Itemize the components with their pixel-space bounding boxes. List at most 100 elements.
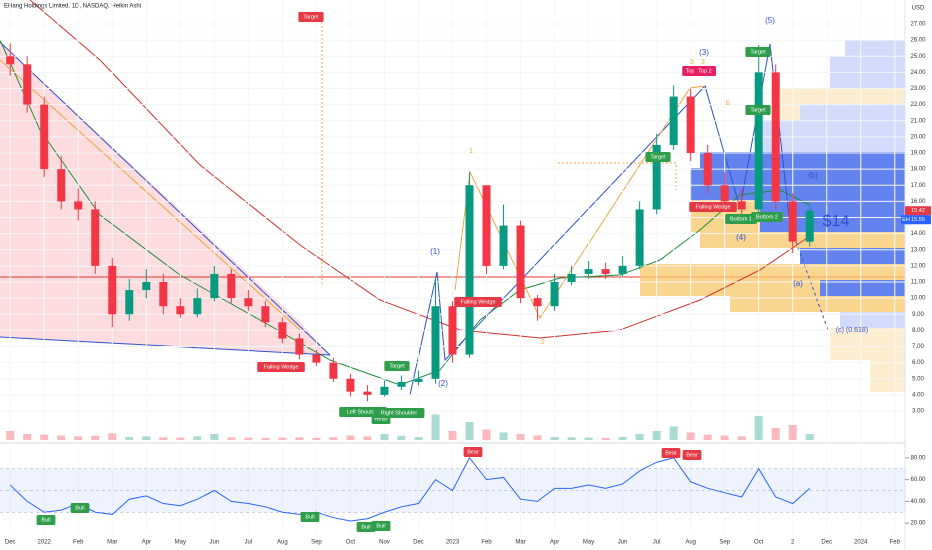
x-tick-label: Mar bbox=[107, 540, 117, 546]
annotation-label: Falling Wedge bbox=[460, 299, 495, 305]
annotation-badge bbox=[371, 521, 391, 531]
annotation-label: Top 2 bbox=[698, 68, 711, 74]
candle-body bbox=[567, 273, 576, 282]
annotation-badge bbox=[645, 152, 671, 162]
annotation-label: Falling Wedge bbox=[695, 204, 730, 210]
volume-bar bbox=[499, 432, 508, 440]
annotation-label: Right Shoulder bbox=[381, 410, 418, 416]
candle-body bbox=[703, 153, 712, 186]
candle-body bbox=[788, 201, 797, 242]
candle-body bbox=[176, 306, 185, 315]
candle-body bbox=[108, 265, 117, 315]
annotation-label: Head bbox=[374, 416, 387, 422]
volume-bar bbox=[57, 435, 66, 440]
y-tick-label: 7.00 bbox=[912, 344, 924, 350]
annotation-badge bbox=[36, 515, 56, 525]
candle-body bbox=[227, 273, 236, 299]
x-tick-label: Aug bbox=[685, 540, 696, 546]
y-tick-label: 4.00 bbox=[912, 392, 924, 398]
x-tick-label: May bbox=[175, 540, 186, 546]
elliott-wave-projection bbox=[789, 224, 829, 331]
x-tick-label: Apr bbox=[142, 540, 151, 546]
y-tick-label: 25.00 bbox=[910, 54, 926, 60]
y-tick-label: 24.00 bbox=[910, 70, 926, 76]
annotation-label: Bull bbox=[361, 524, 370, 530]
candle-body bbox=[635, 209, 644, 266]
volume-bar bbox=[720, 435, 729, 440]
candle-body bbox=[618, 265, 627, 274]
y-tick-label: 3.00 bbox=[912, 409, 924, 415]
volume-bar bbox=[312, 437, 321, 440]
candle-body bbox=[346, 378, 355, 392]
candle-body bbox=[550, 282, 559, 307]
trendline bbox=[0, 41, 331, 356]
x-tick-label: Mar bbox=[515, 540, 525, 546]
y-tick-label: 17.00 bbox=[910, 183, 926, 189]
candle-body bbox=[720, 185, 729, 202]
x-tick-label: Jun bbox=[618, 540, 628, 546]
annotation-badge bbox=[454, 297, 502, 307]
candle-body bbox=[601, 269, 610, 274]
y-tick-label: 20.00 bbox=[910, 134, 926, 140]
annotation-badge bbox=[257, 362, 305, 372]
x-tick-label: Aug bbox=[277, 540, 288, 546]
price-tag bbox=[905, 215, 931, 225]
price-tag-label: 15.55 bbox=[911, 217, 925, 223]
wave-label: (a) bbox=[793, 279, 803, 288]
volume-bar bbox=[584, 437, 593, 440]
candle-body bbox=[771, 72, 780, 202]
y-tick-label: 13.00 bbox=[910, 247, 926, 253]
candle-body bbox=[23, 64, 32, 105]
volume-bar bbox=[6, 431, 15, 440]
candle-body bbox=[159, 282, 168, 307]
x-tick-label: Dec bbox=[5, 540, 16, 546]
volume-bar bbox=[550, 437, 559, 440]
annotation-label: Top bbox=[686, 68, 695, 74]
candle-body bbox=[363, 391, 372, 395]
annotation-badge bbox=[682, 66, 698, 76]
volume-bar bbox=[601, 437, 610, 440]
rsi-line bbox=[9, 456, 811, 522]
volume-bar bbox=[771, 428, 780, 440]
volume-bar bbox=[23, 434, 32, 440]
annotation-label: Bull bbox=[376, 523, 385, 529]
rsi-tick-label: 60.00 bbox=[910, 477, 926, 483]
annotation-label: Bottom 1 bbox=[730, 216, 752, 222]
wave-label: (b) bbox=[808, 171, 818, 180]
x-tick-label: Apr bbox=[550, 540, 559, 546]
volume-bar bbox=[227, 437, 236, 440]
volume-bar bbox=[533, 435, 542, 440]
volume-bar bbox=[805, 434, 814, 440]
x-tick-label: Dec bbox=[821, 540, 832, 546]
y-tick-label: 27.00 bbox=[910, 22, 926, 28]
candle-body bbox=[431, 306, 440, 379]
x-tick-label: May bbox=[583, 540, 594, 546]
wave-label: b bbox=[726, 100, 730, 107]
rsi-tick-label: 80.00 bbox=[910, 455, 926, 461]
target-line bbox=[558, 162, 677, 190]
annotation-label: Target bbox=[650, 154, 666, 160]
volume-bar bbox=[618, 437, 627, 440]
candle-body bbox=[414, 378, 423, 382]
volume-bar bbox=[431, 414, 440, 440]
annotation-label: Bull bbox=[41, 517, 50, 523]
volume-bar bbox=[567, 437, 576, 440]
y-tick-label: 21.00 bbox=[910, 118, 926, 124]
annotation-badge bbox=[463, 447, 483, 457]
annotation-badge bbox=[661, 448, 681, 458]
annotation-label: Falling Wedge bbox=[263, 364, 298, 370]
volume-bar bbox=[244, 437, 253, 440]
annotation-badge bbox=[694, 66, 716, 76]
candle-body bbox=[533, 298, 542, 307]
wave-label: $14 bbox=[823, 213, 850, 230]
volume-bar bbox=[465, 422, 474, 440]
volume-bar bbox=[363, 436, 372, 440]
candle-body bbox=[448, 306, 457, 355]
rsi-tick-label: 20.00 bbox=[910, 521, 926, 527]
volume-bar bbox=[482, 429, 491, 440]
volume-bar bbox=[754, 416, 763, 440]
volume-bar bbox=[788, 425, 797, 440]
volume-bar bbox=[108, 433, 117, 440]
y-tick-label: 6.00 bbox=[912, 360, 924, 366]
